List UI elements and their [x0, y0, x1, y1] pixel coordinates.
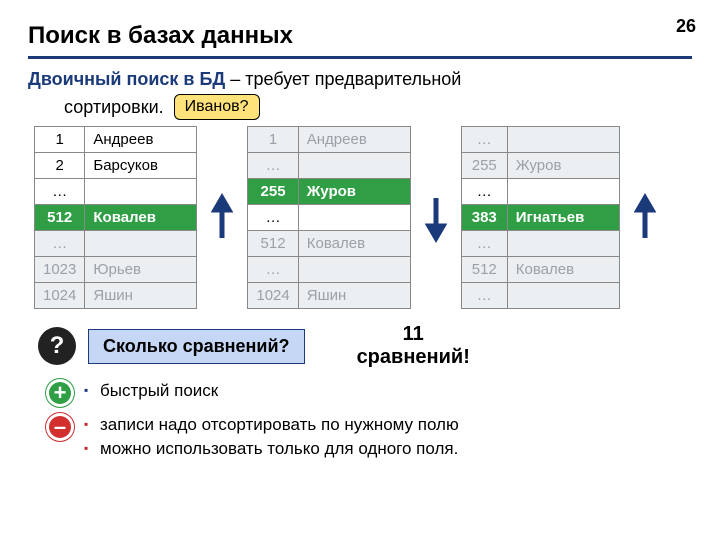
row-name: Ковалев: [85, 205, 197, 231]
row-number: 255: [461, 153, 507, 179]
pros-row: + быстрый поиск: [28, 379, 692, 407]
question-box: Сколько сравнений?: [88, 329, 305, 364]
arrow-up-icon: [634, 188, 656, 248]
table-row: 1Андреев: [248, 127, 410, 153]
table-row: …: [461, 179, 619, 205]
table-row: 512Ковалев: [248, 231, 410, 257]
arrow-down-icon: [425, 188, 447, 248]
row-number: 255: [248, 179, 298, 205]
row-number: …: [248, 153, 298, 179]
arrow-up-icon: [211, 188, 233, 248]
table-row: 255Журов: [248, 179, 410, 205]
answer-line2: сравнений!: [357, 346, 470, 369]
page-title: Поиск в базах данных: [28, 22, 692, 59]
table-row: 1024Яшин: [248, 283, 410, 309]
row-name: Андреев: [85, 127, 197, 153]
row-name: Ковалев: [298, 231, 410, 257]
table-row: …: [248, 205, 410, 231]
table-row: …: [461, 231, 619, 257]
question-row: ? Сколько сравнений? 11 сравнений!: [28, 323, 692, 369]
answer-line1: 11: [357, 323, 470, 346]
row-name: Барсуков: [85, 153, 197, 179]
table-row: 1023Юрьев: [35, 257, 197, 283]
row-number: …: [461, 127, 507, 153]
row-number: …: [35, 179, 85, 205]
row-number: 383: [461, 205, 507, 231]
row-name: [85, 231, 197, 257]
answer-text: 11 сравнений!: [357, 323, 470, 369]
table-row: 1024Яшин: [35, 283, 197, 309]
cons-row: – записи надо отсортировать по нужному п…: [28, 413, 692, 461]
row-number: 1024: [35, 283, 85, 309]
row-name: [507, 283, 619, 309]
table-row: …: [461, 127, 619, 153]
subtitle-highlight: Двоичный поиск в БД: [28, 69, 225, 89]
row-name: Юрьев: [85, 257, 197, 283]
row-number: …: [461, 231, 507, 257]
subtitle-line2: сортировки.: [64, 97, 164, 118]
plus-icon: +: [46, 379, 74, 407]
page-number: 26: [676, 16, 696, 37]
subtitle-line2-row: сортировки. Иванов?: [28, 94, 692, 120]
row-number: …: [35, 231, 85, 257]
minus-icon: –: [46, 413, 74, 441]
row-name: [507, 127, 619, 153]
row-number: 512: [35, 205, 85, 231]
table-row: …: [35, 231, 197, 257]
table-row: 512Ковалев: [461, 257, 619, 283]
search-callout: Иванов?: [174, 94, 260, 120]
row-number: …: [461, 179, 507, 205]
row-name: Игнатьев: [507, 205, 619, 231]
row-number: 1023: [35, 257, 85, 283]
row-name: Журов: [298, 179, 410, 205]
row-name: [298, 205, 410, 231]
row-number: 1: [248, 127, 298, 153]
row-name: [298, 153, 410, 179]
table-row: …: [461, 283, 619, 309]
subtitle: Двоичный поиск в БД – требует предварите…: [28, 69, 692, 90]
table-row: 2Барсуков: [35, 153, 197, 179]
table-3: …255Журов…383Игнатьев…512Ковалев…: [461, 126, 620, 309]
subtitle-rest: – требует предварительной: [225, 69, 461, 89]
row-name: [85, 179, 197, 205]
pros-list: быстрый поиск: [84, 379, 218, 403]
row-number: …: [248, 257, 298, 283]
list-item: можно использовать только для одного пол…: [84, 437, 459, 461]
row-name: Андреев: [298, 127, 410, 153]
list-item: быстрый поиск: [84, 379, 218, 403]
table-row: 383Игнатьев: [461, 205, 619, 231]
row-name: [507, 179, 619, 205]
table-2: 1Андреев…255Журов…512Ковалев…1024Яшин: [247, 126, 410, 309]
list-item: записи надо отсортировать по нужному пол…: [84, 413, 459, 437]
row-number: 512: [461, 257, 507, 283]
row-number: …: [248, 205, 298, 231]
row-name: Яшин: [85, 283, 197, 309]
table-row: 1Андреев: [35, 127, 197, 153]
row-number: …: [461, 283, 507, 309]
question-icon: ?: [38, 327, 76, 365]
row-name: Яшин: [298, 283, 410, 309]
slide: 26 Поиск в базах данных Двоичный поиск в…: [0, 0, 720, 477]
cons-list: записи надо отсортировать по нужному пол…: [84, 413, 459, 461]
table-row: …: [35, 179, 197, 205]
row-number: 1024: [248, 283, 298, 309]
row-name: Журов: [507, 153, 619, 179]
tables-row: 1Андреев2Барсуков…512Ковалев…1023Юрьев10…: [28, 126, 692, 309]
row-number: 2: [35, 153, 85, 179]
table-row: …: [248, 153, 410, 179]
table-row: …: [248, 257, 410, 283]
row-name: Ковалев: [507, 257, 619, 283]
row-name: [507, 231, 619, 257]
table-row: 255Журов: [461, 153, 619, 179]
row-number: 512: [248, 231, 298, 257]
row-name: [298, 257, 410, 283]
row-number: 1: [35, 127, 85, 153]
table-1: 1Андреев2Барсуков…512Ковалев…1023Юрьев10…: [34, 126, 197, 309]
table-row: 512Ковалев: [35, 205, 197, 231]
